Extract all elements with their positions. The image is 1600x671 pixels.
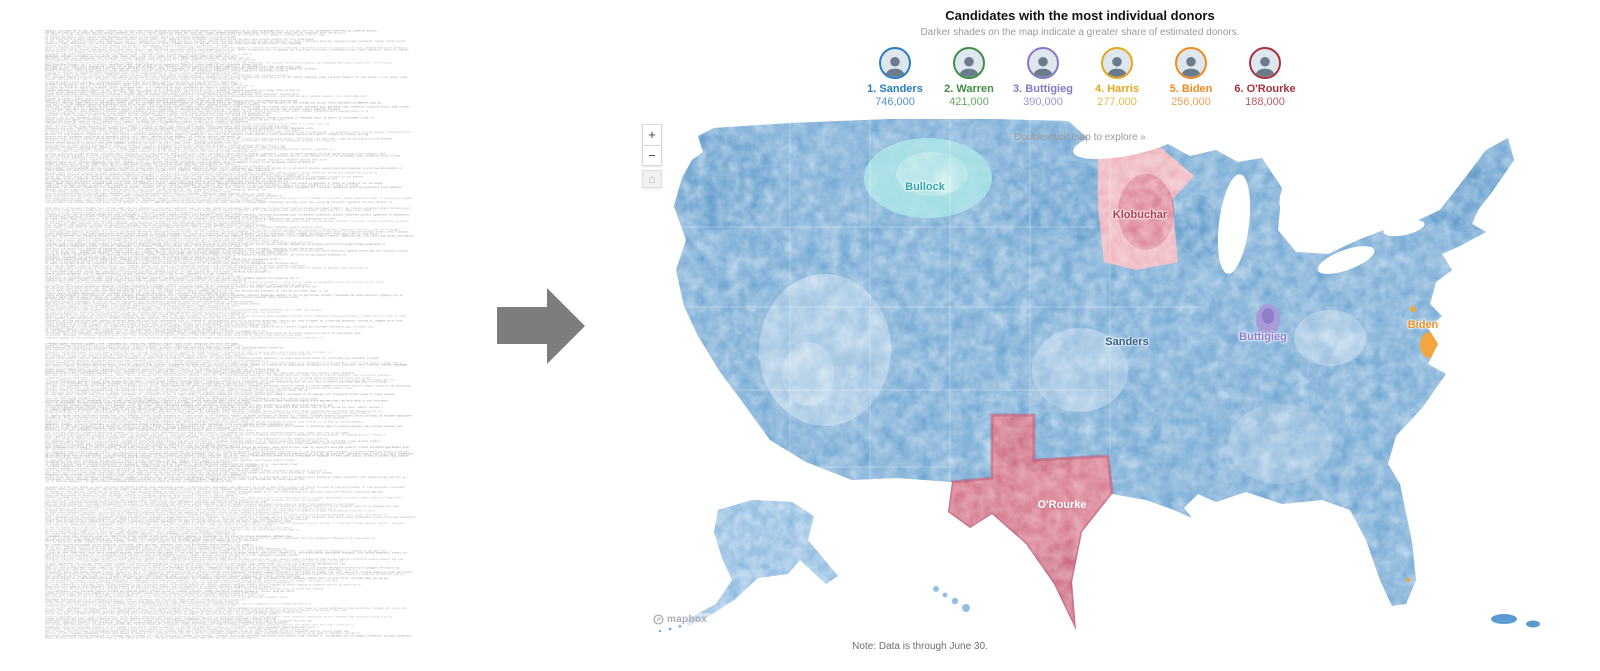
candidate-name: 4. Harris [1094,83,1140,95]
explore-hint: Double-click map to explore » [1014,132,1146,143]
zoom-controls: + − [642,124,662,166]
candidate-avatar [1175,47,1207,79]
page-title: Candidates with the most individual dono… [945,8,1215,23]
mapbox-attribution[interactable]: mapbox [650,613,716,626]
us-choropleth-map[interactable]: Double-click map to explore » [640,112,1560,652]
candidate-legend-item-harris: 4. Harris 277,000 [1081,47,1153,108]
candidate-avatar [1027,47,1059,79]
map-header: Candidates with the most individual dono… [640,8,1520,108]
candidate-avatar [1101,47,1133,79]
candidate-legend-item-warren: 2. Warren 421,000 [933,47,1005,108]
reset-view-button[interactable]: ⌂ [642,170,662,188]
candidate-legend-item-orourke: 6. O'Rourke 188,000 [1229,47,1301,108]
person-avatar-icon [1255,56,1275,77]
candidate-name: 6. O'Rourke [1234,83,1296,95]
candidate-legend: 1. Sanders 746,000 2. Warren 421,000 3. … [640,47,1520,108]
transform-arrow-head-icon [547,288,585,364]
candidate-donor-count: 277,000 [1097,96,1137,108]
candidate-name: 1. Sanders [867,83,923,95]
raw-data-text: q4ygsjw ri50lhsyv q4 vb cg2t g4 3lqbbu i… [45,30,435,646]
zoom-out-button[interactable]: − [642,145,662,166]
home-icon: ⌂ [648,172,656,186]
candidate-donor-count: 421,000 [949,96,989,108]
person-avatar-icon [1181,56,1201,77]
person-avatar-icon [1107,56,1127,77]
raw-data-text-lines: q4ygsjw ri50lhsyv q4 vb cg2t g4 3lqbbu i… [45,30,416,640]
candidate-donor-count: 390,000 [1023,96,1063,108]
candidate-legend-item-sanders: 1. Sanders 746,000 [859,47,931,108]
candidate-donor-count: 188,000 [1245,96,1285,108]
map-canvas[interactable] [640,112,1560,640]
candidate-name: 3. Buttigieg [1013,83,1073,95]
candidate-name: 2. Warren [944,83,994,95]
candidate-avatar [953,47,985,79]
data-note: Note: Data is through June 30. [852,641,988,652]
person-avatar-icon [885,56,905,77]
mapbox-attribution-label: mapbox [667,614,708,625]
zoom-in-button[interactable]: + [642,124,662,145]
candidate-avatar [1249,47,1281,79]
candidate-name: 5. Biden [1169,83,1213,95]
candidate-donor-count: 256,000 [1171,96,1211,108]
candidate-avatar [879,47,911,79]
transform-arrow-icon [497,307,547,344]
page-subtitle: Darker shades on the map indicate a grea… [920,27,1240,38]
person-avatar-icon [1033,56,1053,77]
candidate-legend-item-buttigieg: 3. Buttigieg 390,000 [1007,47,1079,108]
candidate-legend-item-biden: 5. Biden 256,000 [1155,47,1227,108]
candidate-donor-count: 746,000 [875,96,915,108]
mapbox-logo-icon [653,614,664,625]
person-avatar-icon [959,56,979,77]
